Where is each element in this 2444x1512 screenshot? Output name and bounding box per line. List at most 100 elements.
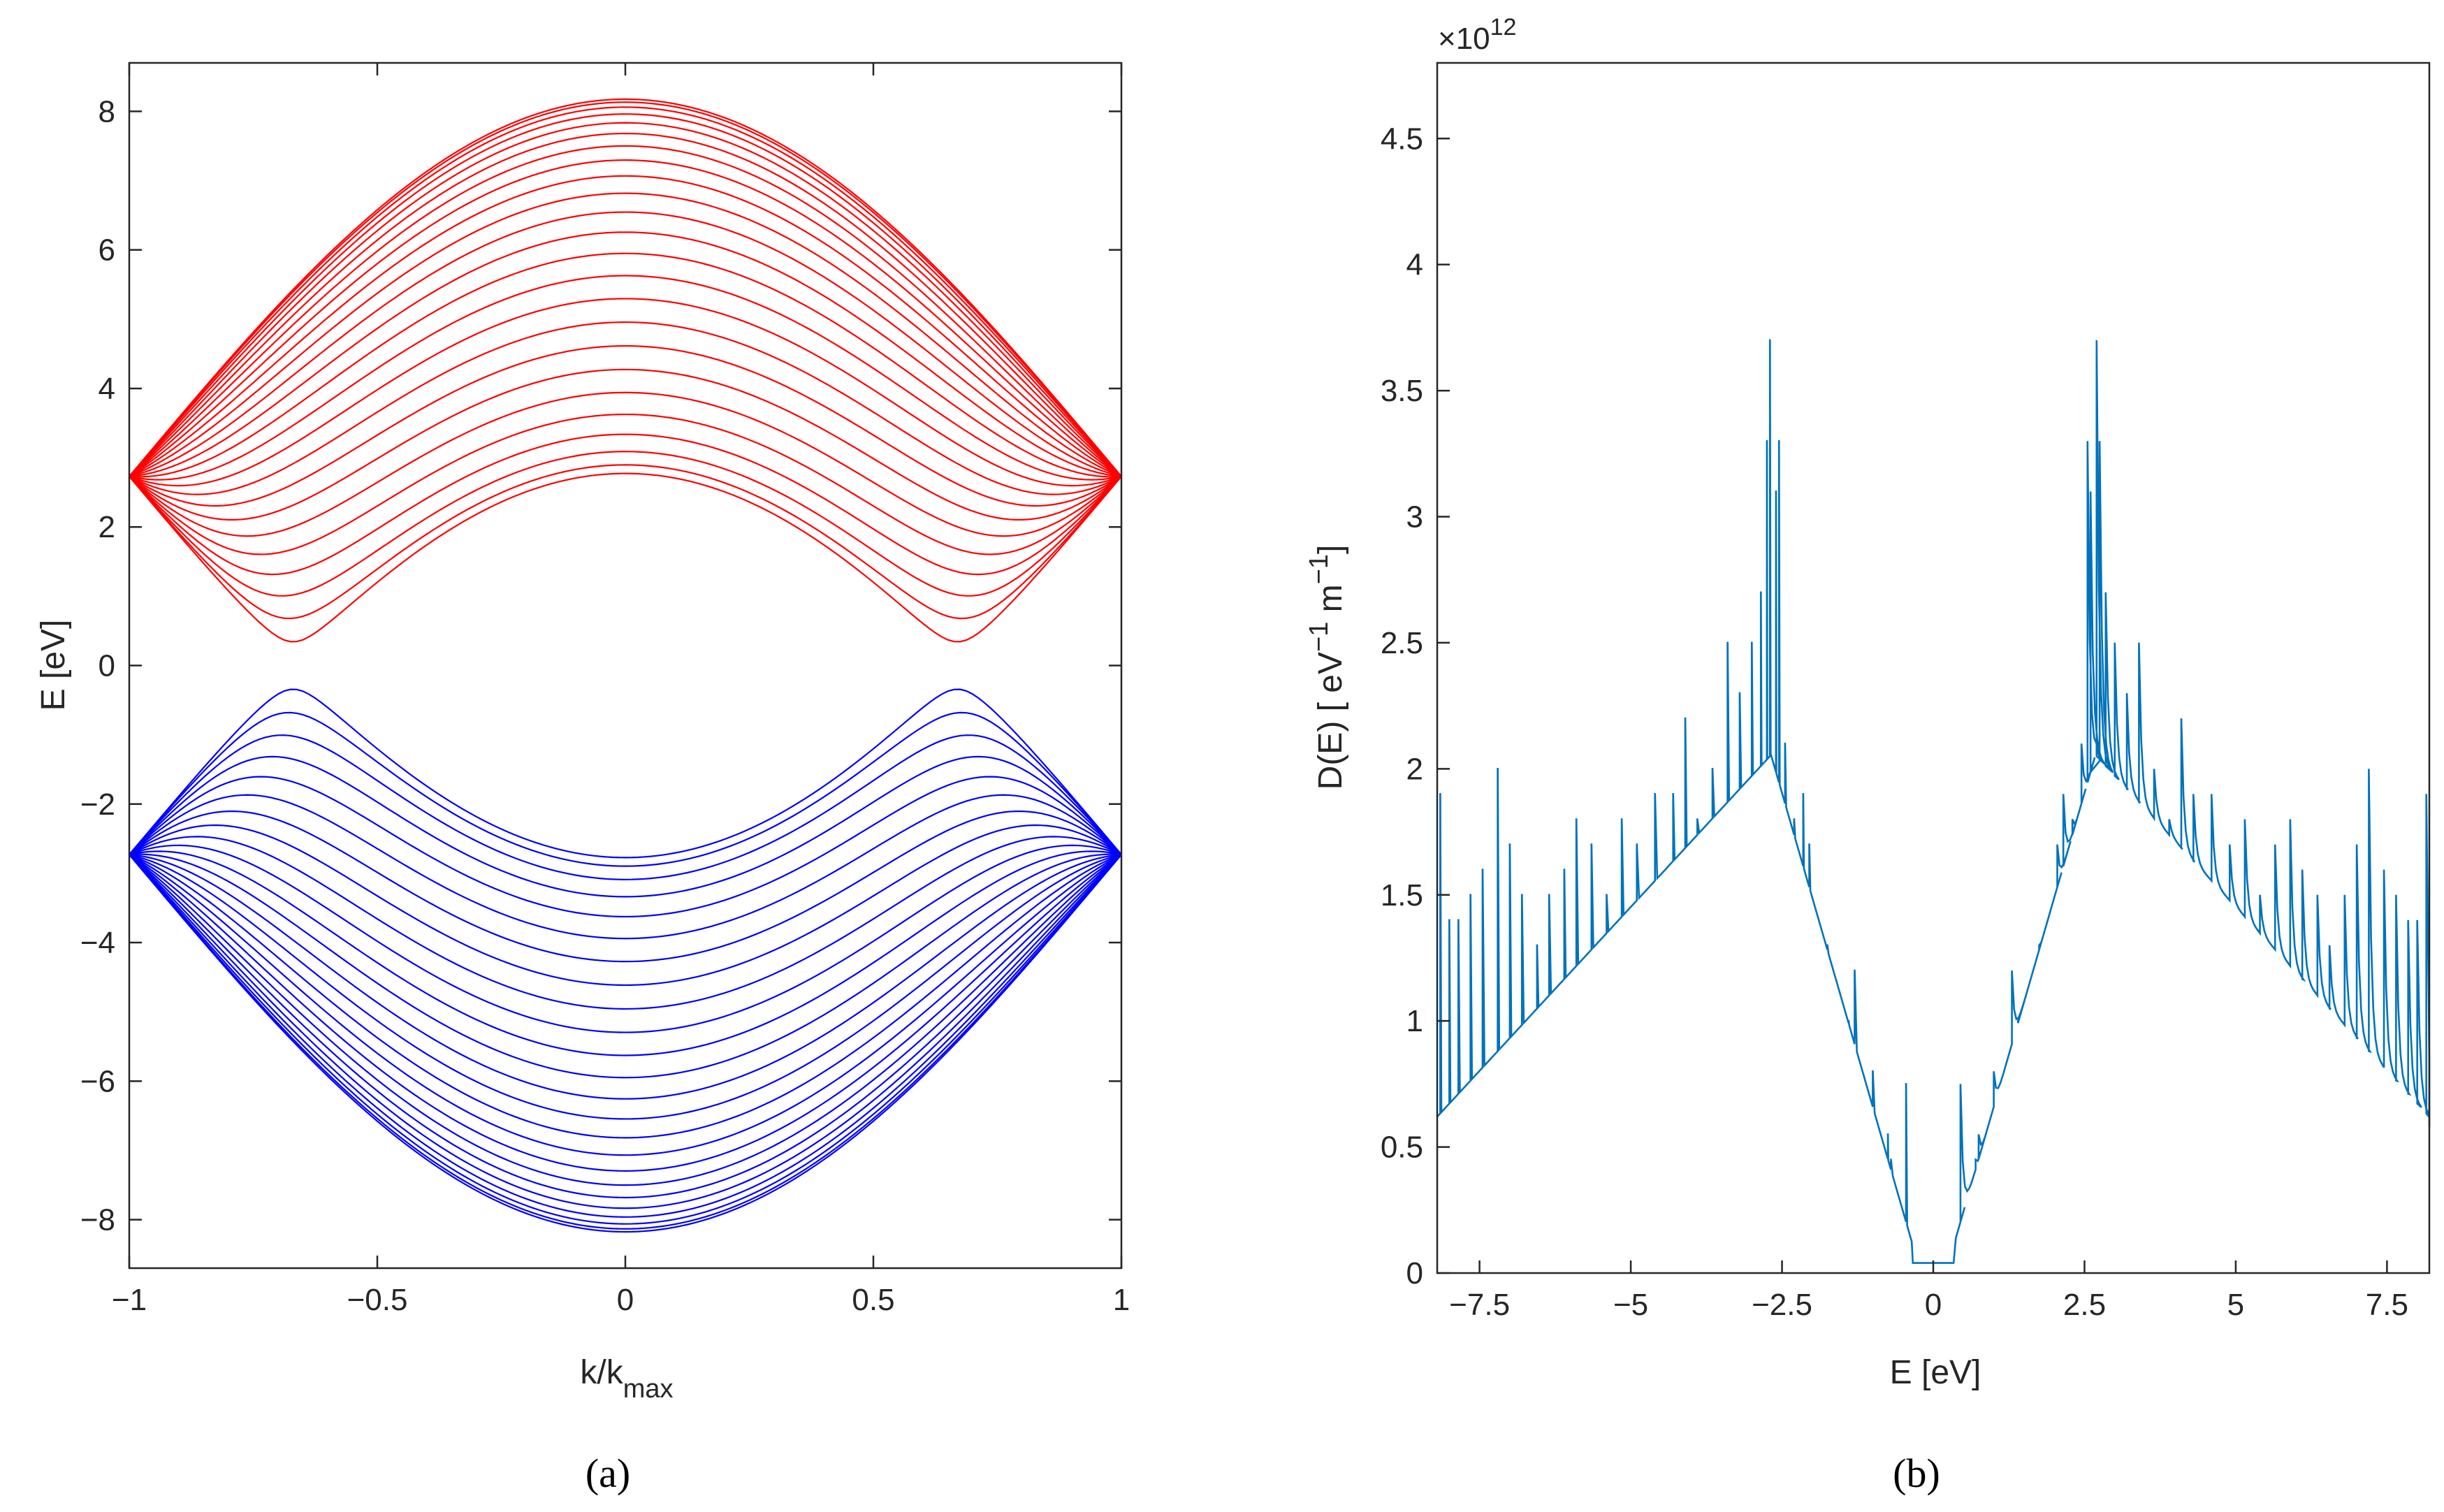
- band-y-tick-label: 8: [99, 94, 115, 129]
- conduction-band-5: [129, 122, 1122, 477]
- band-y-tick-label: −4: [80, 926, 115, 960]
- dos-x-tick-label: −5: [1613, 1288, 1648, 1322]
- valence-band-17: [129, 824, 1122, 987]
- dos-y-tick-label: 3.5: [1381, 374, 1423, 408]
- conduction-band-11: [129, 211, 1122, 477]
- band-y-tick-label: 4: [99, 372, 115, 406]
- conduction-band-7: [129, 145, 1122, 477]
- dos-y-label-sup-2: −1: [1304, 554, 1334, 584]
- valence-band-15: [129, 844, 1122, 1033]
- valence-band-11: [129, 854, 1122, 1120]
- dos-y-multiplier-base: ×10: [1438, 22, 1490, 56]
- dos-y-label-part-1: D(E) [ eV: [1312, 652, 1349, 790]
- band-axis-ticks: −1 −0.5 0 0.5 1 −8 −6 −4 −2 0 2 4 6 8: [80, 63, 1130, 1317]
- dos-y-tick-label: 1.5: [1381, 878, 1423, 913]
- dos-panel-label: (b): [1893, 1451, 1940, 1496]
- conduction-band-24: [129, 472, 1122, 643]
- band-y-tick-label: 2: [99, 510, 115, 544]
- band-x-tick-label: 0: [617, 1283, 634, 1317]
- valence-band-7: [129, 854, 1122, 1186]
- band-y-tick-label: −2: [80, 787, 115, 822]
- conduction-band-22: [129, 451, 1122, 597]
- conduction-band-12: [129, 231, 1122, 477]
- dos-y-axis-label: D(E) [ eV−1 m−1]: [1304, 545, 1349, 790]
- dos-y-multiplier-exponent: 12: [1490, 14, 1517, 41]
- dos-y-tick-label: 1: [1406, 1004, 1423, 1038]
- conduction-band-18: [129, 368, 1122, 521]
- valence-band-16: [129, 836, 1122, 1010]
- conduction-band-9: [129, 175, 1122, 477]
- dos-x-tick-label: −7.5: [1449, 1288, 1510, 1322]
- band-panel-label: (a): [585, 1451, 630, 1496]
- dos-x-tick-label: 2.5: [2063, 1288, 2106, 1322]
- band-x-axis-label-main: k/k: [580, 1354, 623, 1391]
- conduction-band-16: [129, 321, 1122, 495]
- dos-x-tick-label: 5: [2227, 1288, 2244, 1322]
- conduction-band-21: [129, 433, 1122, 576]
- dos-line: [1436, 339, 2431, 1264]
- valence-band-19: [129, 794, 1122, 940]
- dos-x-tick-label: −2.5: [1752, 1288, 1812, 1322]
- conduction-band-15: [129, 298, 1122, 487]
- band-x-tick-label: 0.5: [852, 1283, 894, 1317]
- valence-band-20: [129, 776, 1122, 918]
- dos-curve: [1436, 339, 2431, 1264]
- dos-y-multiplier: ×1012: [1438, 14, 1516, 56]
- dos-y-label-part-3: ]: [1312, 545, 1349, 554]
- conduction-band-2: [129, 101, 1122, 477]
- dos-y-tick-label: 2.5: [1381, 626, 1423, 660]
- dos-y-tick-label: 2: [1406, 752, 1423, 786]
- valence-band-9: [129, 854, 1122, 1156]
- dos-y-tick-label: 3: [1406, 500, 1423, 535]
- dos-y-tick-label: 4.5: [1381, 122, 1423, 156]
- valence-band-2: [129, 854, 1122, 1230]
- dos-y-label-sup-1: −1: [1304, 622, 1334, 652]
- dos-y-tick-label: 0.5: [1381, 1131, 1423, 1165]
- valence-band-18: [129, 810, 1122, 963]
- dos-x-tick-label: 0: [1925, 1288, 1942, 1322]
- valence-band-14: [129, 850, 1122, 1056]
- valence-band-1: [129, 854, 1122, 1233]
- conduction-band-20: [129, 413, 1122, 555]
- valence-band-24: [129, 688, 1122, 859]
- valence-band-10: [129, 854, 1122, 1139]
- valence-band-4: [129, 854, 1122, 1218]
- dos-panel: −7.5 −5 −2.5 0 2.5 5 7.5 0 0.5 1 1.5 2 2.5 3 3.5 4 4.5 ×…: [1304, 14, 2431, 1496]
- band-x-tick-label: 1: [1113, 1283, 1130, 1317]
- valence-band-5: [129, 854, 1122, 1209]
- band-y-tick-label: −6: [80, 1064, 115, 1098]
- dos-x-axis-label: E [eV]: [1890, 1354, 1981, 1391]
- dos-y-tick-label: 0: [1406, 1256, 1423, 1291]
- band-y-axis-label: E [eV]: [35, 620, 72, 711]
- band-lines: [129, 98, 1122, 1233]
- dos-y-tick-label: 4: [1406, 248, 1423, 282]
- conduction-band-4: [129, 113, 1122, 477]
- conduction-band-3: [129, 106, 1122, 477]
- conduction-band-8: [129, 159, 1122, 477]
- band-y-tick-label: 6: [99, 233, 115, 268]
- valence-band-22: [129, 734, 1122, 880]
- valence-band-12: [129, 854, 1122, 1100]
- conduction-band-23: [129, 464, 1122, 620]
- band-y-tick-label: 0: [99, 649, 115, 683]
- conduction-band-13: [129, 252, 1122, 478]
- valence-band-6: [129, 854, 1122, 1199]
- dos-y-label-part-2: m: [1312, 584, 1349, 621]
- band-structure-panel: −1 −0.5 0 0.5 1 −8 −6 −4 −2 0 2 4 6 8 E [eV] k/kmax (…: [35, 61, 1130, 1496]
- dos-x-tick-label: 7.5: [2366, 1288, 2408, 1322]
- band-x-axis-label-subscript: max: [623, 1374, 674, 1404]
- conduction-band-1: [129, 98, 1122, 477]
- band-x-axis-label: k/kmax: [580, 1354, 673, 1404]
- conduction-band-10: [129, 192, 1122, 477]
- band-y-tick-label: −8: [80, 1203, 115, 1237]
- conduction-band-6: [129, 132, 1122, 477]
- valence-band-21: [129, 755, 1122, 898]
- conduction-band-14: [129, 275, 1122, 481]
- valence-band-3: [129, 854, 1122, 1225]
- valence-band-8: [129, 854, 1122, 1172]
- band-x-tick-label: −0.5: [347, 1283, 408, 1317]
- valence-band-13: [129, 853, 1122, 1079]
- conduction-band-19: [129, 391, 1122, 537]
